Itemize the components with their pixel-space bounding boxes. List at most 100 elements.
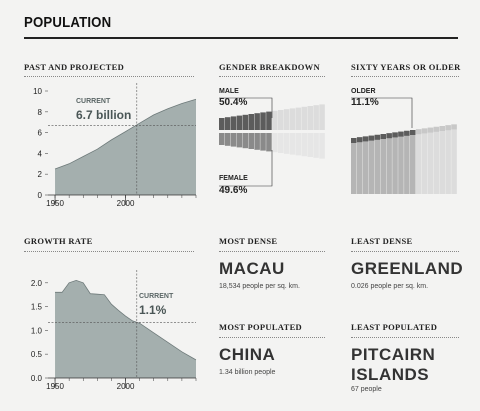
gender-male-slice xyxy=(319,104,325,130)
gender-female-slice xyxy=(260,133,266,151)
older-band xyxy=(427,127,434,133)
older-column xyxy=(362,136,369,194)
gender-female-slice xyxy=(313,133,319,158)
older-column xyxy=(356,137,363,194)
older-column xyxy=(392,132,398,194)
gender-female-slice xyxy=(272,133,278,153)
growth-rate-heading: GROWTH RATE xyxy=(24,236,93,246)
growth-ytick: 1.5 xyxy=(31,303,43,312)
gender-male-slice xyxy=(266,111,272,130)
population-ytick: 4 xyxy=(38,149,43,158)
most-populated-detail: 1.34 billion people xyxy=(219,369,276,376)
growth-rate-divider xyxy=(24,251,194,252)
growth-xtick: 2000 xyxy=(117,382,135,391)
older-band xyxy=(362,136,369,142)
older-band xyxy=(433,126,440,132)
least-populated-heading: LEAST POPULATED xyxy=(351,322,438,332)
growth-ytick: 0.5 xyxy=(31,350,43,359)
older-column xyxy=(415,129,422,194)
older-band xyxy=(392,132,398,138)
gender-female-slice xyxy=(230,133,237,147)
gender-male-slice xyxy=(224,117,231,130)
gender-male-slice xyxy=(236,115,243,130)
older-column xyxy=(386,133,392,194)
gender-male-slice xyxy=(301,106,308,130)
gender-male-slice xyxy=(248,114,254,130)
older-population-graphic xyxy=(351,97,457,194)
least-populated-name: PITCAIRN ISLANDS xyxy=(351,345,436,384)
older-band xyxy=(404,130,410,136)
older-column xyxy=(410,130,416,194)
older-divider xyxy=(351,76,459,77)
older-band xyxy=(398,131,404,137)
gender-male-slice xyxy=(272,110,278,130)
male-value: 50.4% xyxy=(219,97,248,108)
gender-female-slice xyxy=(283,133,290,154)
older-band xyxy=(351,138,357,143)
least-populated-divider xyxy=(351,337,459,338)
most-populated-name: CHINA xyxy=(219,345,276,364)
older-band xyxy=(451,124,457,130)
older-column xyxy=(439,126,445,194)
population-ytick: 10 xyxy=(33,87,42,96)
gender-female-slice xyxy=(301,133,308,157)
most-dense-divider xyxy=(219,251,325,252)
current-growth-value: 1.1% xyxy=(139,303,167,317)
older-column xyxy=(380,134,386,194)
current-population-label: CURRENT xyxy=(76,98,111,105)
older-leader-line xyxy=(351,97,413,128)
population-ytick: 8 xyxy=(38,108,43,117)
older-band xyxy=(356,137,363,143)
least-dense-name: GREENLAND xyxy=(351,259,464,278)
growth-ytick: 2.0 xyxy=(31,279,43,288)
growth-xtick: 1950 xyxy=(46,382,64,391)
gender-male-slice xyxy=(230,116,237,130)
older-column xyxy=(404,130,410,194)
past-projected-divider xyxy=(24,76,194,77)
older-band xyxy=(368,135,375,141)
growth-ytick: 0.0 xyxy=(31,374,43,383)
page-title: POPULATION xyxy=(24,14,112,31)
gender-male-slice xyxy=(219,118,225,130)
gender-female-slice xyxy=(295,133,302,156)
gender-female-slice xyxy=(307,133,313,157)
female-label: FEMALE xyxy=(219,175,248,182)
most-dense-heading: MOST DENSE xyxy=(219,236,278,246)
older-band xyxy=(386,133,392,139)
older-column xyxy=(374,134,381,194)
gender-female-slice xyxy=(289,133,296,155)
current-growth-label: CURRENT xyxy=(139,293,174,300)
population-area xyxy=(55,99,196,195)
gender-male-slice xyxy=(278,110,284,130)
older-column xyxy=(421,128,428,194)
older-column xyxy=(445,125,451,194)
older-heading: SIXTY YEARS OR OLDER xyxy=(351,62,461,72)
older-band xyxy=(445,125,451,131)
gender-female-slice xyxy=(248,133,254,149)
male-label: MALE xyxy=(219,88,239,95)
growth-ytick: 1.0 xyxy=(31,326,43,335)
older-band xyxy=(374,134,381,140)
gender-female-slice xyxy=(224,133,231,146)
older-value: 11.1% xyxy=(351,97,379,108)
most-dense-name: MACAU xyxy=(219,259,285,278)
gender-female-slice xyxy=(254,133,260,150)
older-column xyxy=(427,127,434,194)
older-column xyxy=(451,124,457,194)
population-ytick: 6 xyxy=(38,129,43,138)
population-ytick: 2 xyxy=(38,170,43,179)
older-column xyxy=(351,138,357,194)
older-column xyxy=(398,131,404,194)
older-column xyxy=(368,135,375,194)
current-population-value: 6.7 billion xyxy=(76,108,132,122)
most-populated-heading: MOST POPULATED xyxy=(219,322,302,332)
gender-female-slice xyxy=(219,133,225,145)
older-band xyxy=(415,129,422,135)
gender-female-slice xyxy=(236,133,243,148)
gender-male-slice xyxy=(307,106,313,130)
older-band xyxy=(421,128,428,134)
gender-male-slice xyxy=(295,107,302,130)
least-populated-detail: 67 people xyxy=(351,386,382,393)
gender-divider xyxy=(219,76,325,77)
older-band xyxy=(410,130,416,135)
